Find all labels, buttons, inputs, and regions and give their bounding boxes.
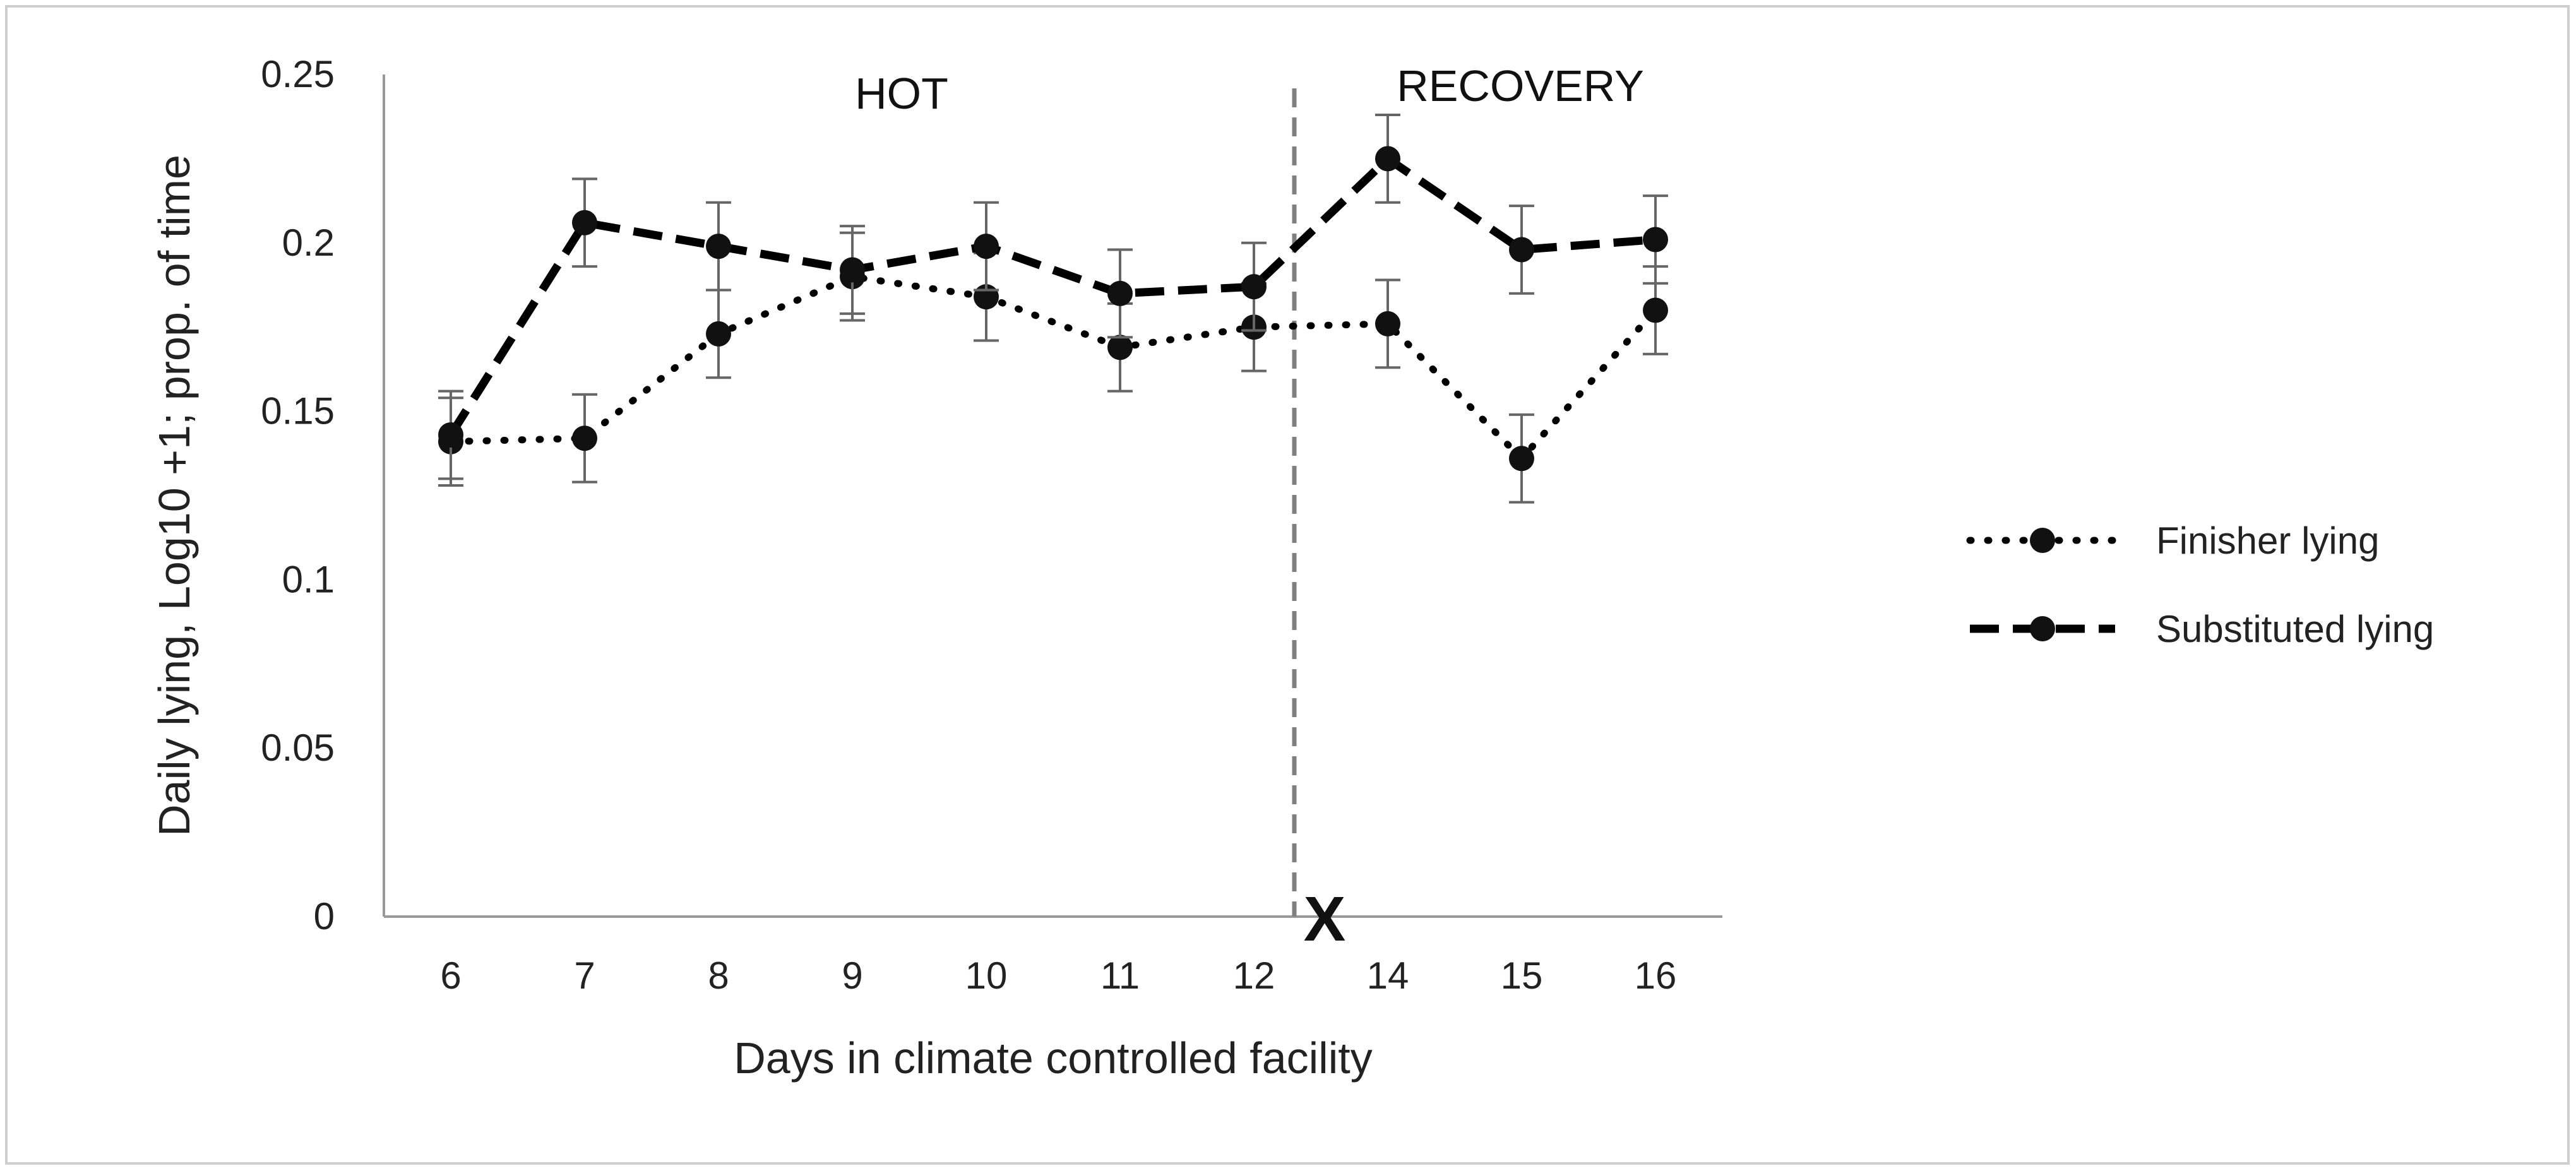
data-point <box>840 257 865 283</box>
y-tick-label: 0.15 <box>261 390 335 432</box>
data-point <box>1107 280 1133 306</box>
data-point <box>1643 227 1668 253</box>
x-tick-label: 7 <box>574 954 595 997</box>
x-tick-label: 11 <box>1100 954 1140 997</box>
legend-label: Finisher lying <box>2156 520 2379 562</box>
legend-entry: Substituted lying <box>1970 608 2434 650</box>
x-tick-label: 6 <box>440 954 461 997</box>
data-point <box>572 425 597 451</box>
y-tick-labels: 0 0.05 0.1 0.15 0.2 0.25 <box>261 53 335 937</box>
x-tick-labels: 6 7 8 9 10 11 12 14 15 16 <box>440 954 1676 997</box>
data-point <box>706 234 731 259</box>
axes <box>383 74 1722 918</box>
x-tick-label: 15 <box>1501 954 1543 997</box>
x-tick-label: 14 <box>1367 954 1409 997</box>
data-point <box>1375 146 1400 172</box>
legend-marker <box>2030 528 2055 553</box>
x-tick-label: 16 <box>1635 954 1677 997</box>
data-point <box>572 210 597 235</box>
data-point <box>1509 446 1534 472</box>
axis-break-mark: X <box>1304 884 1346 954</box>
x-axis-title: Days in climate controlled facility <box>734 1033 1372 1083</box>
x-tick-label: 10 <box>965 954 1008 997</box>
chart-frame <box>5 5 2570 1165</box>
legend: Finisher lying Substituted lying <box>1966 520 2434 650</box>
y-tick-label: 0.1 <box>282 558 335 600</box>
y-tick-label: 0.05 <box>261 727 335 769</box>
data-point <box>974 234 999 259</box>
x-tick-label: 9 <box>842 954 862 997</box>
data-point <box>1107 335 1133 360</box>
series-line <box>447 153 1656 437</box>
series-layer <box>438 114 1668 504</box>
phase-label-recovery: RECOVERY <box>1397 61 1644 110</box>
data-point <box>706 321 731 347</box>
data-point <box>1643 297 1668 323</box>
data-point <box>1241 274 1267 300</box>
y-tick-label: 0 <box>314 895 335 937</box>
y-axis-title: Daily lying, Log10 +1; prop. of time <box>150 155 199 836</box>
x-tick-label: 8 <box>708 954 729 997</box>
legend-entry: Finisher lying <box>1966 520 2379 562</box>
legend-label: Substituted lying <box>2156 608 2434 650</box>
data-point <box>1375 311 1400 336</box>
x-tick-label: 12 <box>1233 954 1275 997</box>
phase-label-hot: HOT <box>855 69 948 118</box>
y-tick-label: 0.2 <box>282 222 335 264</box>
y-tick-label: 0.25 <box>261 53 335 95</box>
legend-marker <box>2030 616 2055 641</box>
data-point <box>438 422 463 448</box>
data-point <box>1509 237 1534 263</box>
series-line <box>447 273 1659 464</box>
series-substituted-lying <box>438 114 1668 480</box>
